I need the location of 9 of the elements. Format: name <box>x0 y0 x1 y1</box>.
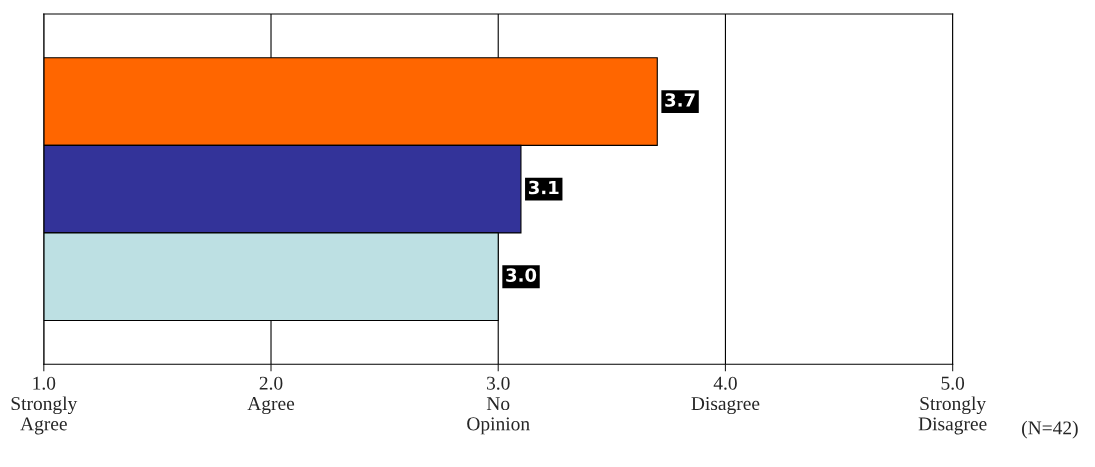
data-label: 3.1 <box>528 180 559 195</box>
text: (N=42) <box>1022 420 1078 439</box>
x-tick-label: 2.0 Agree <box>247 376 295 415</box>
data-label: 3.0 <box>506 268 537 282</box>
data-label: 3.7 <box>665 93 695 107</box>
x-tick-label: 3.0 No Opinion <box>467 376 530 435</box>
x-tick-label: 4.0 Disagree <box>691 376 760 415</box>
x-tick-label: 5.0 Strongly Disagree <box>918 376 987 435</box>
x-tick-label: 1.0 Strongly Agree <box>11 376 78 435</box>
